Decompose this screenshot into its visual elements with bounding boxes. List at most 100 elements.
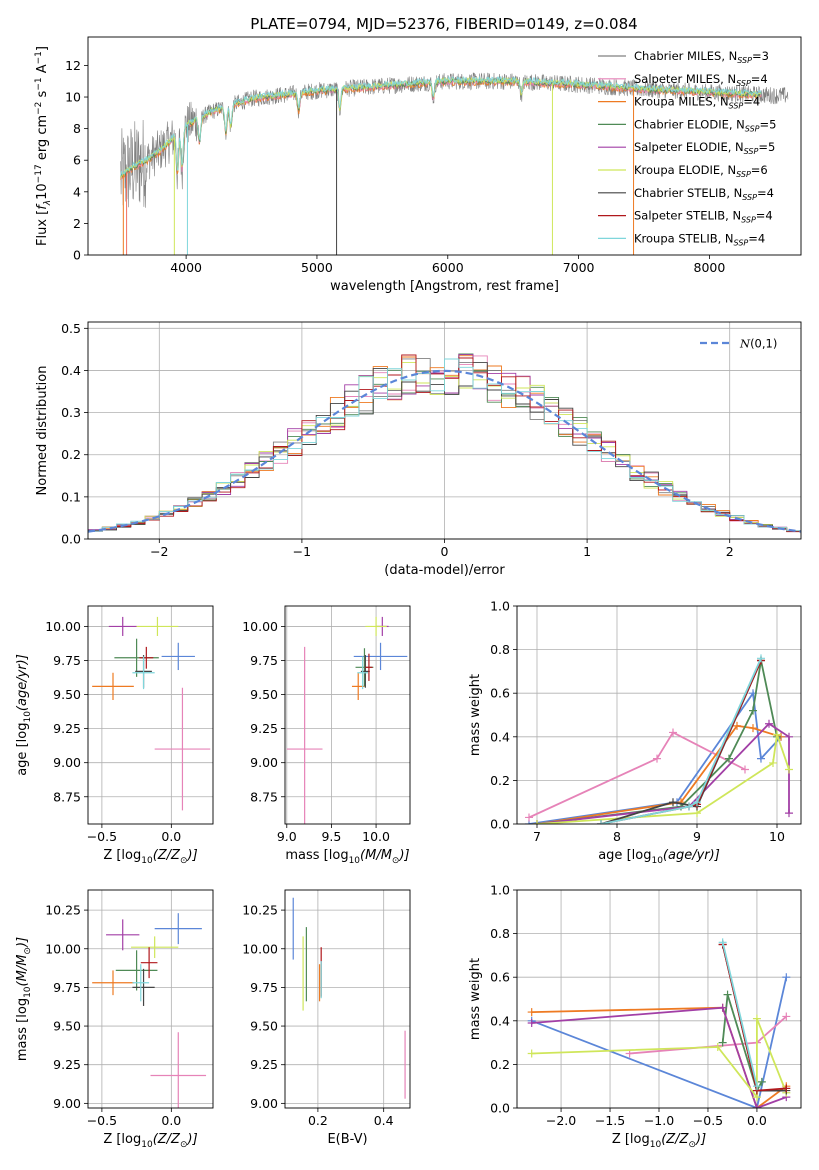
y-tick-label: 10.00 bbox=[45, 941, 81, 956]
error-bar-point bbox=[139, 646, 154, 669]
error-bars bbox=[286, 616, 408, 824]
x-tick-label: −1 bbox=[293, 544, 311, 559]
x-tick-label: −1.0 bbox=[644, 1113, 674, 1128]
weight-marker bbox=[785, 732, 793, 741]
y-axis-label: Normed distribution bbox=[35, 366, 50, 496]
y-tick-label: 0.5 bbox=[61, 321, 81, 336]
y-tick-label: 0.0 bbox=[490, 817, 510, 832]
weight-marker bbox=[773, 730, 781, 739]
legend-label: Chabrier ELODIE, NSSP=5 bbox=[634, 117, 776, 133]
legend-label: Kroupa MILES, NSSP=4 bbox=[634, 95, 760, 111]
model-spectrum-line bbox=[120, 75, 762, 176]
y-tick-label: 0 bbox=[73, 248, 81, 263]
y-tick-label: 0.4 bbox=[61, 363, 81, 378]
legend-label: N(0,1) bbox=[739, 337, 777, 351]
spectrum-lines bbox=[120, 72, 789, 255]
y-tick-label: 9.25 bbox=[250, 721, 278, 736]
weight-marker bbox=[597, 820, 605, 824]
x-tick-label: 7000 bbox=[563, 260, 595, 275]
y-tick-label: 0.2 bbox=[61, 447, 81, 462]
error-bar-point bbox=[154, 687, 211, 811]
y-tick-label: 0.8 bbox=[490, 642, 510, 657]
legend-label: Kroupa STELIB, NSSP=4 bbox=[634, 231, 765, 247]
error-bar-point bbox=[140, 947, 158, 979]
y-tick-label: 2 bbox=[73, 216, 81, 231]
x-tick-label: 10.0 bbox=[362, 829, 390, 844]
error-bar-point bbox=[115, 950, 158, 991]
x-axis-label: age [log10(age/yr)] bbox=[598, 848, 720, 866]
weight-series bbox=[525, 728, 749, 822]
y-tick-label: 1.0 bbox=[490, 599, 510, 614]
mass-vs-Z-panel: −0.5 0.0 9.00 9.25 9.50 9.75 10.00 10.25 Z [log1… bbox=[15, 889, 214, 1150]
weight-marker bbox=[669, 798, 677, 807]
weight-marker bbox=[782, 1012, 791, 1021]
x-axis-label: Z [log10(Z/Z⊙)] bbox=[103, 848, 197, 866]
y-tick-label: 4 bbox=[73, 184, 81, 199]
x-tick-label: 0.0 bbox=[161, 829, 181, 844]
error-bar-point bbox=[286, 646, 323, 824]
x-axis-label: mass [log10(M/M⊙)] bbox=[285, 848, 409, 866]
x-tick-label: 9.5 bbox=[321, 829, 341, 844]
weight-marker bbox=[769, 758, 777, 767]
error-bar-point bbox=[365, 616, 387, 636]
weight-lines bbox=[525, 654, 793, 824]
weight-marker bbox=[749, 724, 757, 733]
x-tick-label: 9 bbox=[693, 829, 701, 844]
weight-marker bbox=[527, 1049, 536, 1058]
mass-weight-vs-Z-panel: −2.0 −1.5 −1.0 −0.5 0.0 0.0 0.2 0.4 0.6 0.8 1.0 Z [… bbox=[468, 883, 802, 1150]
error-bar-point bbox=[92, 672, 134, 701]
axes-frame bbox=[87, 605, 214, 825]
x-tick-label: 9.0 bbox=[277, 829, 297, 844]
y-tick-label: 0.3 bbox=[61, 405, 81, 420]
weight-line bbox=[531, 977, 788, 1108]
x-tick-label: 7 bbox=[533, 829, 541, 844]
histogram-lines bbox=[88, 353, 801, 534]
error-bar-point bbox=[357, 656, 369, 690]
x-tick-label: 6000 bbox=[432, 260, 464, 275]
x-tick-label: 10 bbox=[769, 829, 785, 844]
y-tick-label: 8.75 bbox=[53, 789, 81, 804]
weight-marker bbox=[525, 813, 533, 822]
error-bar-point bbox=[150, 1032, 207, 1108]
error-bar-point bbox=[106, 919, 140, 951]
x-tick-label: −0.5 bbox=[693, 1113, 723, 1128]
y-axis-label: age [log10(age/yr)] bbox=[15, 654, 33, 776]
figure-title: PLATE=0794, MJD=52376, FIBERID=0149, z=0… bbox=[250, 15, 637, 33]
weight-marker bbox=[757, 1077, 766, 1086]
x-tick-label: −0.5 bbox=[87, 829, 117, 844]
spectrum-panel: 4000 5000 6000 7000 8000 0 2 4 6 8 10 12 wavelength … bbox=[34, 36, 802, 294]
y-tick-label: 9.75 bbox=[53, 980, 81, 995]
y-axis-label: Flux [fλ10−17 erg cm−2 s−1 A−1] bbox=[34, 46, 53, 246]
y-tick-label: 0.2 bbox=[490, 773, 510, 788]
age-vs-Z-panel: −0.5 0.0 8.75 9.00 9.25 9.50 9.75 10.00 Z [log10… bbox=[15, 605, 214, 866]
y-axis-label: mass weight bbox=[468, 674, 483, 756]
weight-marker bbox=[718, 1038, 727, 1047]
weight-line bbox=[600, 657, 762, 824]
weight-marker bbox=[718, 1003, 727, 1012]
y-tick-label: 9.00 bbox=[53, 755, 81, 770]
legend-label: Chabrier STELIB, NSSP=4 bbox=[634, 186, 774, 202]
error-bars bbox=[292, 897, 406, 1099]
y-tick-label: 9.00 bbox=[250, 755, 278, 770]
weight-marker bbox=[752, 1082, 761, 1091]
weight-marker bbox=[693, 798, 701, 807]
weight-series bbox=[718, 938, 761, 1091]
y-tick-label: 9.25 bbox=[250, 1057, 278, 1072]
y-tick-label: 9.50 bbox=[53, 687, 81, 702]
y-tick-label: 8 bbox=[73, 121, 81, 136]
y-tick-label: 10.25 bbox=[45, 903, 81, 918]
weight-series bbox=[533, 730, 793, 824]
legend-label: Salpeter ELODIE, NSSP=5 bbox=[634, 140, 775, 156]
y-tick-label: 0.8 bbox=[490, 926, 510, 941]
y-tick-label: 0.4 bbox=[490, 1013, 510, 1028]
error-bar-point bbox=[154, 913, 202, 945]
normal-curve bbox=[88, 369, 801, 533]
y-tick-label: 9.00 bbox=[250, 1096, 278, 1111]
weight-series bbox=[533, 656, 781, 824]
weight-marker bbox=[785, 809, 793, 818]
weight-marker bbox=[723, 990, 732, 999]
weight-series bbox=[597, 654, 765, 824]
x-tick-label: 5000 bbox=[301, 260, 333, 275]
spectrum-legend: Chabrier MILES, NSSP=3 Salpeter MILES, NS… bbox=[598, 49, 776, 247]
weight-line bbox=[531, 1006, 787, 1108]
